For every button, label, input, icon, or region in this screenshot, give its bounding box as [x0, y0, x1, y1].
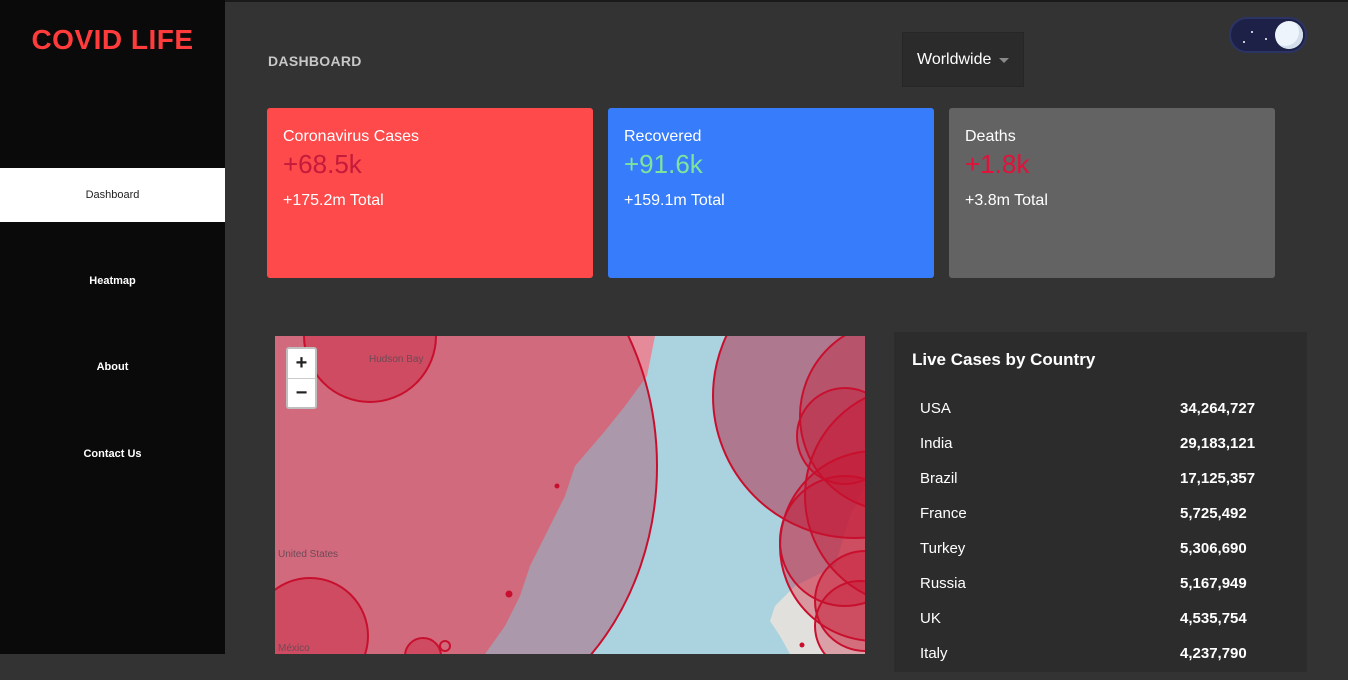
country-name: Brazil — [920, 470, 958, 487]
case-bubble[interactable] — [779, 475, 865, 607]
moon-icon — [1275, 21, 1303, 49]
map-landmass — [275, 336, 655, 654]
case-count: 5,306,690 — [1180, 540, 1247, 557]
card-today-value: +91.6k — [624, 149, 703, 179]
cases-card[interactable]: Coronavirus Cases +68.5k +175.2m Total — [267, 108, 593, 278]
case-count: 5,167,949 — [1180, 575, 1247, 592]
cases-map[interactable]: Hudson Bay United States México + − — [275, 336, 865, 654]
case-bubble[interactable] — [799, 336, 865, 511]
country-name: India — [920, 435, 953, 452]
country-name: UK — [920, 610, 941, 627]
live-cases-panel: Live Cases by Country USA 34,264,727 Ind… — [894, 332, 1307, 672]
table-row[interactable]: Brazil 17,125,357 — [920, 470, 1260, 505]
table-row[interactable]: India 29,183,121 — [920, 435, 1260, 470]
deaths-card[interactable]: Deaths +1.8k +3.8m Total — [949, 108, 1275, 278]
case-bubble[interactable] — [505, 590, 513, 598]
map-canvas — [275, 336, 865, 654]
sidebar-item-label: About — [96, 361, 129, 373]
sidebar-item-label: Contact Us — [83, 448, 142, 460]
star-icon — [1251, 31, 1253, 33]
brand-logo[interactable]: COVID LIFE — [31, 24, 194, 55]
case-bubble[interactable] — [796, 387, 865, 485]
map-place-label: México — [278, 643, 310, 654]
case-bubble[interactable] — [275, 336, 658, 654]
sidebar-item-dashboard[interactable]: Dashboard — [0, 168, 225, 222]
card-today-value: +68.5k — [283, 149, 362, 179]
country-name: France — [920, 505, 967, 522]
case-bubble[interactable] — [404, 637, 442, 654]
star-icon — [1265, 38, 1267, 40]
card-label: Deaths — [965, 128, 1016, 145]
recovered-card[interactable]: Recovered +91.6k +159.1m Total — [608, 108, 934, 278]
live-cases-title: Live Cases by Country — [912, 350, 1096, 369]
map-place-label: Hudson Bay — [369, 354, 424, 365]
star-icon — [1243, 41, 1245, 43]
card-total-value: +175.2m Total — [283, 192, 384, 209]
sidebar-item-label: Dashboard — [85, 189, 140, 201]
country-name: USA — [920, 400, 951, 417]
page-title: DASHBOARD — [268, 53, 362, 69]
zoom-in-button[interactable]: + — [288, 349, 315, 379]
map-landmass — [770, 336, 865, 654]
chevron-down-icon — [999, 58, 1009, 63]
card-total-value: +3.8m Total — [965, 192, 1048, 209]
region-dropdown[interactable]: Worldwide — [902, 32, 1024, 87]
top-border — [0, 0, 1348, 2]
case-bubble[interactable] — [303, 336, 437, 403]
case-count: 4,535,754 — [1180, 610, 1247, 627]
case-bubble[interactable] — [275, 577, 369, 654]
case-bubble[interactable] — [712, 336, 865, 539]
case-count: 5,725,492 — [1180, 505, 1247, 522]
country-name: Turkey — [920, 540, 966, 557]
card-today-value: +1.8k — [965, 149, 1030, 179]
table-row[interactable]: Turkey 5,306,690 — [920, 540, 1260, 575]
country-name: Russia — [920, 575, 966, 592]
table-row[interactable]: Italy 4,237,790 — [920, 645, 1260, 680]
dark-mode-toggle[interactable] — [1229, 17, 1307, 53]
case-bubble[interactable] — [814, 580, 865, 654]
sidebar-item-about[interactable]: About — [0, 340, 225, 394]
case-bubble[interactable] — [439, 640, 451, 652]
card-label: Recovered — [624, 128, 702, 145]
card-total-value: +159.1m Total — [624, 192, 725, 209]
card-label: Coronavirus Cases — [283, 128, 420, 145]
case-bubble[interactable] — [804, 386, 865, 606]
map-zoom-control: + − — [286, 347, 317, 409]
case-bubble[interactable] — [814, 550, 865, 652]
table-row[interactable]: USA 34,264,727 — [920, 400, 1260, 435]
case-bubble[interactable] — [799, 642, 805, 648]
sidebar-item-label: Heatmap — [89, 275, 136, 287]
case-count: 34,264,727 — [1180, 400, 1256, 417]
map-place-label: United States — [278, 549, 339, 560]
sidebar-item-contact-us[interactable]: Contact Us — [0, 427, 225, 481]
sidebar-item-heatmap[interactable]: Heatmap — [0, 254, 225, 308]
case-bubble[interactable] — [554, 483, 560, 489]
region-selected-value: Worldwide — [917, 50, 992, 68]
zoom-out-button[interactable]: − — [295, 382, 308, 404]
table-row[interactable]: Russia 5,167,949 — [920, 575, 1260, 610]
table-row[interactable]: France 5,725,492 — [920, 505, 1260, 540]
sidebar: COVID LIFE Dashboard Heatmap About Conta… — [0, 0, 225, 654]
table-row[interactable]: UK 4,535,754 — [920, 610, 1260, 645]
case-count: 29,183,121 — [1180, 435, 1256, 452]
case-count: 17,125,357 — [1180, 470, 1256, 487]
